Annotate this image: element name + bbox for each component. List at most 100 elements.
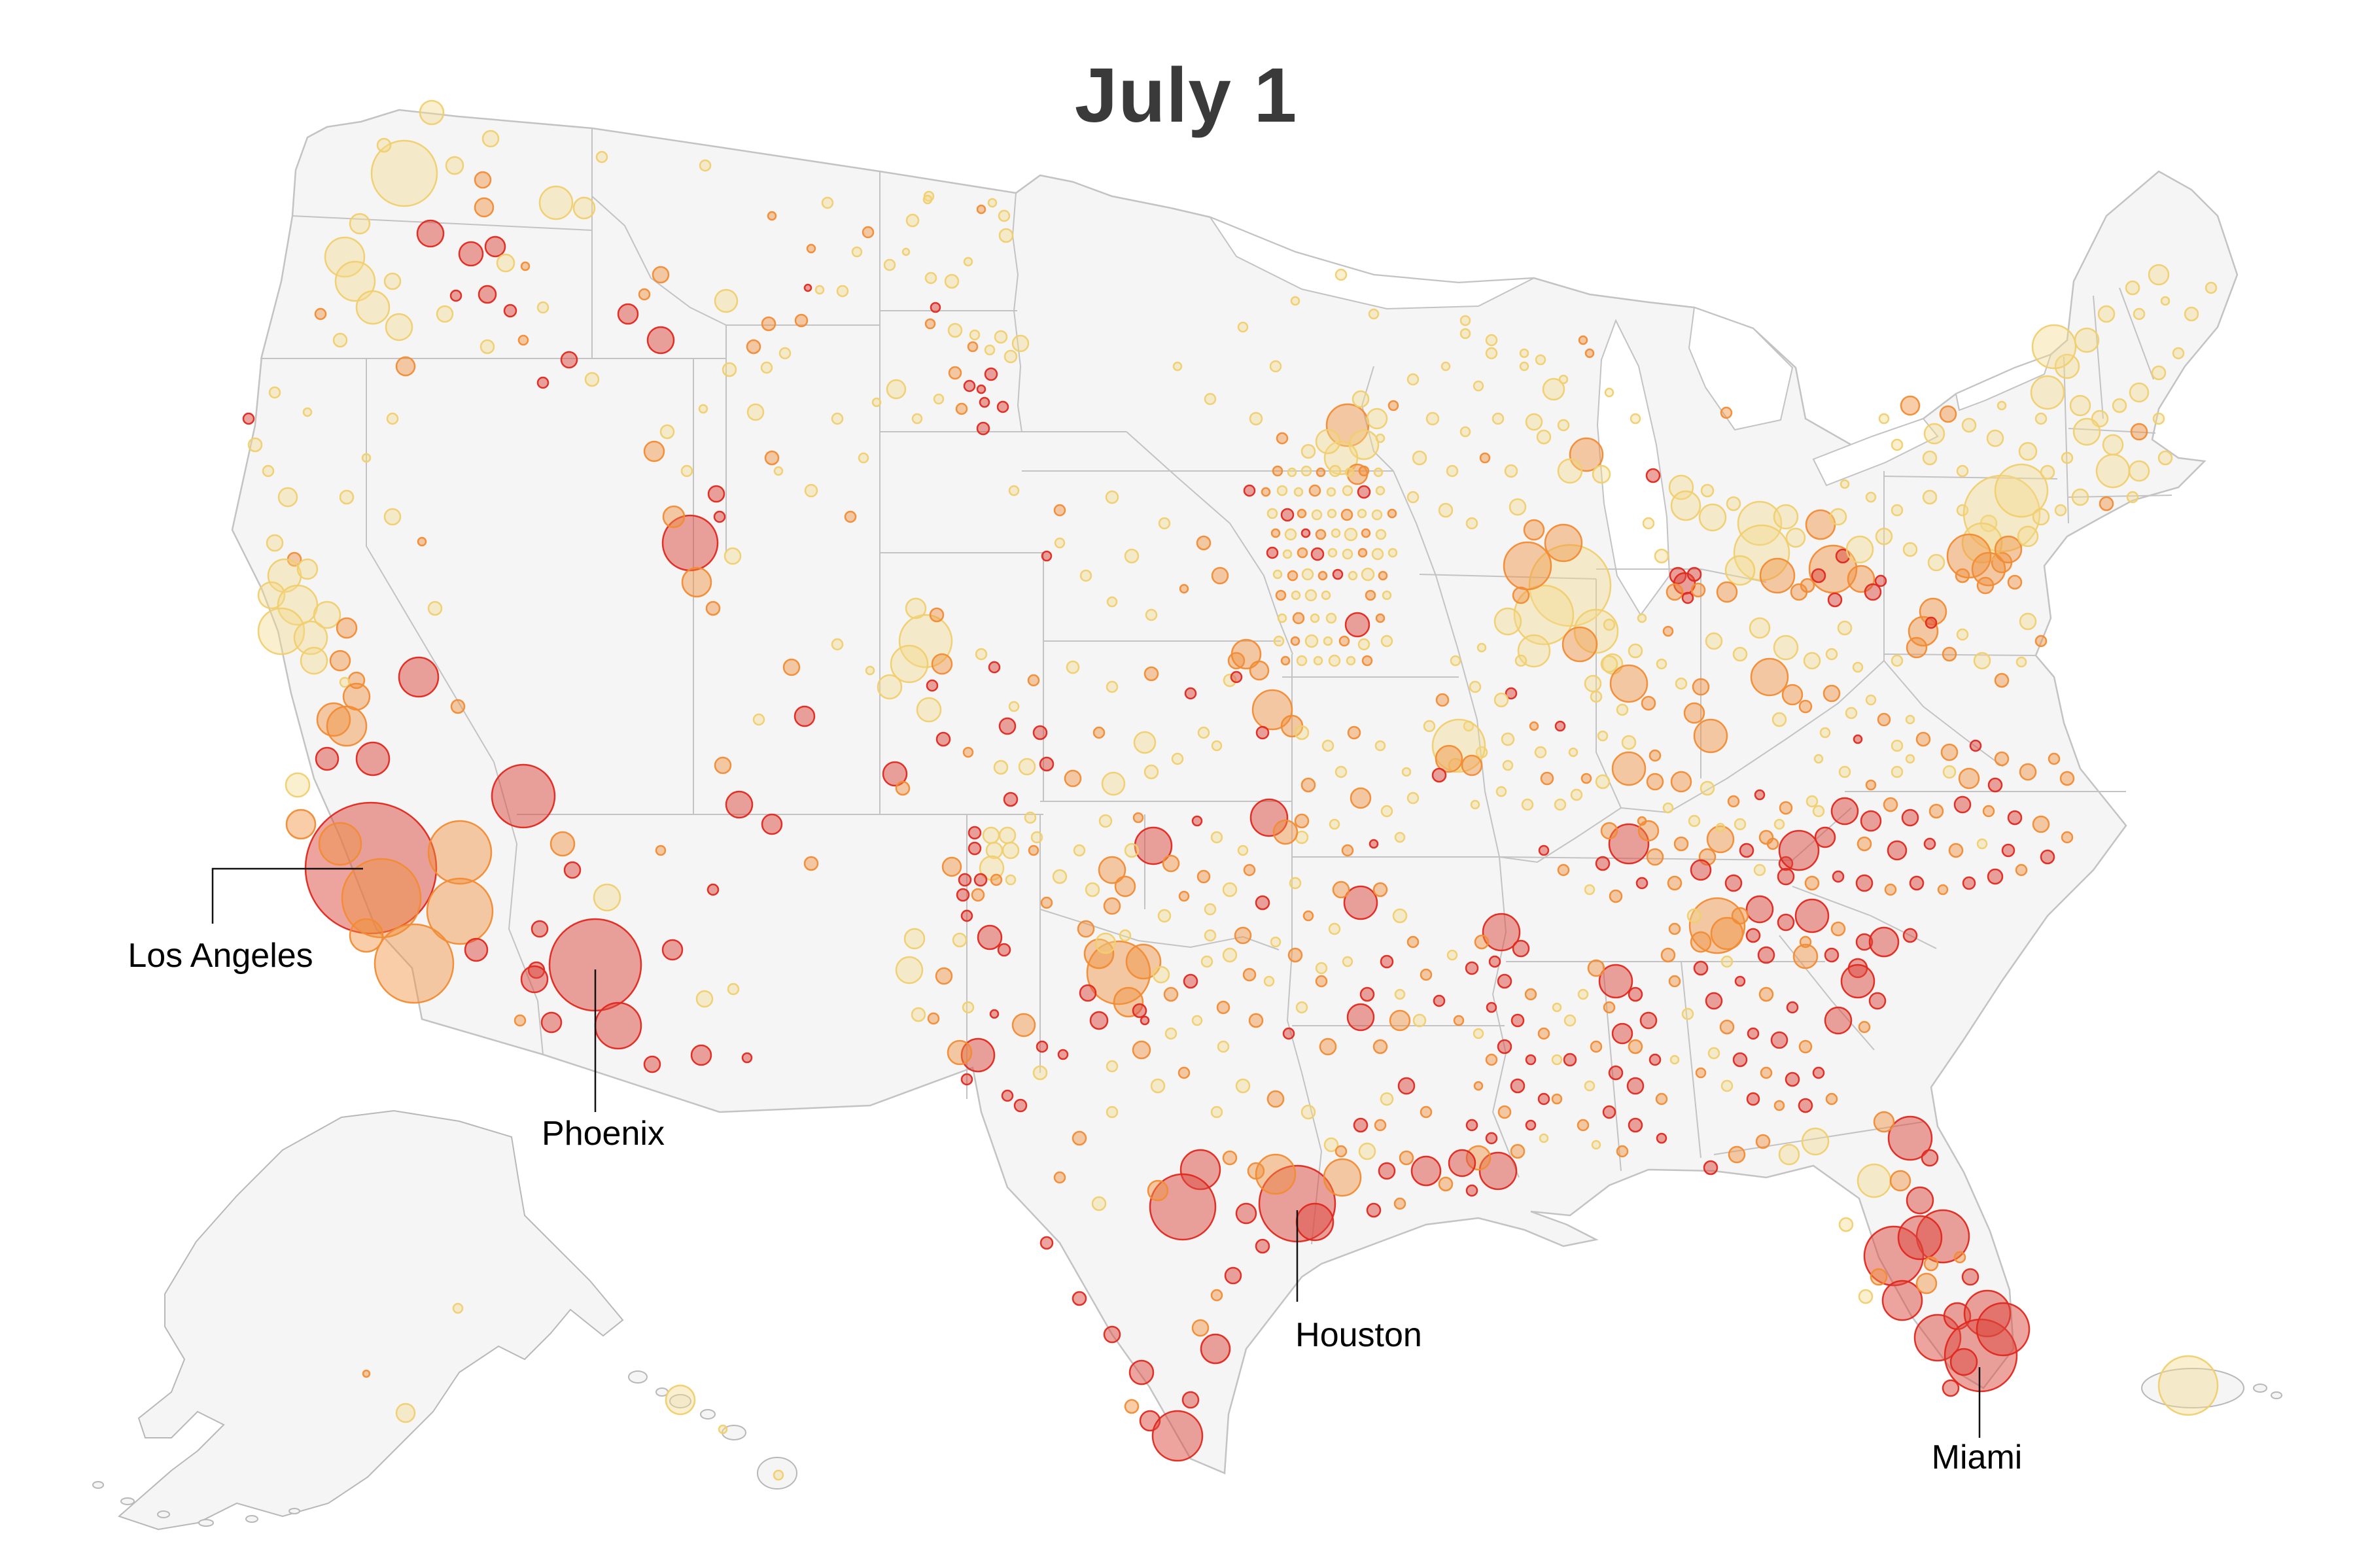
- county-bubble: [1524, 988, 1537, 1001]
- county-bubble: [572, 196, 596, 220]
- county-bubble: [1315, 975, 1328, 988]
- county-bubble: [1184, 687, 1197, 700]
- county-bubble: [1308, 484, 1321, 497]
- county-bubble: [1616, 703, 1629, 716]
- county-bubble: [517, 334, 529, 346]
- county-bubble: [1670, 490, 1701, 521]
- county-bubble: [1008, 485, 1020, 497]
- county-bubble: [1905, 754, 1915, 764]
- county-bubble: [1420, 968, 1433, 981]
- county-bubble: [1942, 1379, 1960, 1397]
- county-bubble: [1853, 734, 1863, 744]
- county-bubble: [1745, 928, 1761, 943]
- county-bubble: [1587, 959, 1605, 977]
- county-bubble: [1529, 721, 1539, 731]
- county-bubble: [1372, 882, 1388, 897]
- county-bubble: [1357, 508, 1367, 519]
- county-bubble: [1745, 895, 1774, 924]
- county-bubble: [1300, 465, 1312, 477]
- county-bubble: [979, 396, 990, 408]
- county-bubble: [935, 731, 951, 747]
- county-bubble: [2157, 1355, 2219, 1416]
- county-bubble: [989, 1009, 1000, 1019]
- county-bubble: [1512, 586, 1530, 604]
- county-bubble: [1521, 798, 1534, 811]
- county-bubble: [293, 620, 328, 655]
- state-borders: [260, 128, 2172, 1245]
- county-bubble: [862, 226, 875, 239]
- county-bubble: [318, 822, 362, 866]
- county-bubble: [1287, 947, 1303, 963]
- county-bubble: [531, 920, 549, 938]
- county-bubble: [1645, 468, 1661, 483]
- county-bubble: [1901, 809, 1919, 827]
- county-bubble: [1342, 956, 1353, 967]
- county-bubble: [464, 937, 489, 962]
- county-bubble: [1191, 815, 1203, 827]
- county-bubble: [1465, 961, 1479, 975]
- county-bubble: [1942, 765, 1957, 779]
- county-bubble: [1291, 590, 1301, 601]
- county-bubble: [1485, 1053, 1498, 1066]
- county-bubble: [1191, 1015, 1203, 1026]
- county-bubble: [1637, 820, 1660, 842]
- county-bubble: [1994, 751, 2010, 767]
- county-bubble: [1630, 413, 1641, 425]
- county-bubble: [1534, 746, 1547, 759]
- county-bubble: [1642, 517, 1655, 530]
- county-bubble: [1525, 1119, 1537, 1131]
- county-bubble: [1946, 533, 1992, 579]
- county-bubble: [1504, 464, 1518, 478]
- county-bubble: [1883, 797, 1898, 812]
- county-bubble: [947, 1039, 973, 1066]
- county-bubble: [1922, 450, 1938, 466]
- county-bubble: [1811, 568, 1826, 584]
- county-bubble: [976, 421, 990, 436]
- county-bubble: [1073, 844, 1086, 857]
- county-bubble: [1224, 1266, 1242, 1285]
- county-bubble: [1584, 674, 1602, 693]
- county-bubble: [956, 888, 970, 902]
- county-bubble: [1668, 975, 1681, 988]
- county-bubble: [2071, 488, 2089, 506]
- county-bubble: [1346, 655, 1356, 666]
- county-bubble: [1611, 1022, 1633, 1045]
- county-bubble: [1773, 635, 1799, 661]
- county-bubble: [1646, 848, 1664, 866]
- county-bubble: [1747, 1027, 1760, 1040]
- county-bubble: [794, 313, 809, 328]
- county-bubble: [1378, 1162, 1396, 1180]
- county-bubble: [1003, 792, 1019, 807]
- county-bubble: [1724, 555, 1756, 586]
- county-bubble: [1295, 1001, 1308, 1014]
- county-bubble: [1234, 926, 1252, 945]
- county-bubble: [1039, 1236, 1054, 1250]
- county-bubble: [895, 780, 911, 796]
- county-bubble: [1597, 730, 1609, 742]
- county-bubble: [681, 566, 712, 598]
- county-bubble: [1053, 504, 1066, 517]
- county-bubble: [871, 397, 882, 408]
- county-bubble: [638, 288, 651, 301]
- county-bubble: [831, 412, 844, 425]
- county-bubble: [1953, 795, 1972, 814]
- county-bubble: [1654, 548, 1669, 564]
- county-bubble: [1204, 392, 1217, 406]
- county-bubble: [724, 547, 742, 565]
- county-bubble: [1235, 1078, 1251, 1094]
- county-bubble: [1011, 1013, 1036, 1037]
- county-bubble: [1690, 582, 1706, 598]
- county-bubble: [886, 379, 907, 400]
- county-bubble: [1962, 876, 1976, 890]
- county-bubble: [1420, 1106, 1433, 1119]
- county-bubble: [1057, 1049, 1069, 1060]
- county-bubble: [804, 483, 818, 498]
- county-bubble: [706, 883, 720, 896]
- county-bubble: [1150, 1078, 1166, 1094]
- county-bubble: [247, 437, 263, 453]
- map-title: July 1: [1074, 52, 1298, 139]
- county-bubble: [1423, 720, 1436, 733]
- county-bubble: [1976, 838, 1988, 850]
- county-bubble: [1563, 1014, 1577, 1027]
